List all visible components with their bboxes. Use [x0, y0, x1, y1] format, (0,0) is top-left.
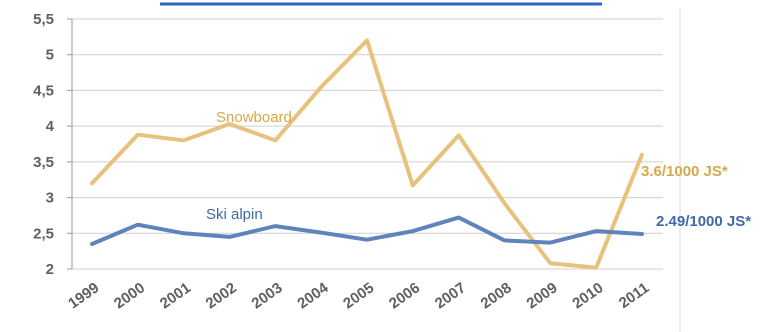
x-axis: 1999 2000 2001 2002 2003 2004 2005 2006 2007 2008… — [65, 279, 652, 312]
x-tick-label: 2009 — [524, 279, 561, 312]
x-tick-label: 2010 — [569, 279, 606, 312]
series-label-ski-alpin: Ski alpin — [206, 206, 263, 223]
x-tick-label: 2007 — [432, 279, 469, 312]
series-lines — [90, 38, 644, 270]
gridlines — [72, 18, 663, 270]
y-tick-label: 3 — [46, 190, 54, 207]
x-tick-label: 2004 — [294, 279, 332, 312]
x-tick-label: 2006 — [386, 279, 423, 312]
series-labels: Snowboard Ski alpin 3.6/1000 JS* 2.49/10… — [206, 109, 751, 230]
x-tick-label: 1999 — [65, 279, 102, 312]
y-tick-label: 2,5 — [33, 225, 54, 242]
y-tick-label: 4,5 — [33, 82, 54, 99]
y-tick-label: 5,5 — [33, 11, 54, 28]
x-tick-label: 2011 — [616, 279, 652, 312]
x-tick-label: 2001 — [157, 279, 194, 312]
y-tick-label: 4 — [46, 118, 55, 135]
x-tick-label: 2000 — [111, 279, 148, 312]
x-tick-label: 2008 — [478, 279, 515, 312]
y-axis: 2 2,5 3 3,5 4 4,5 5 5,5 — [33, 11, 73, 278]
y-tick-label: 5 — [46, 47, 54, 64]
series-line-ski-alpin — [90, 215, 644, 246]
x-tick-label: 2003 — [249, 279, 286, 312]
end-label-ski-alpin: 2.49/1000 JS* — [656, 213, 751, 230]
series-line-snowboard — [90, 38, 644, 270]
y-tick-label: 2 — [46, 261, 54, 278]
x-tick-label: 2005 — [340, 279, 377, 312]
x-tick-label: 2002 — [203, 279, 240, 312]
end-label-snowboard: 3.6/1000 JS* — [641, 163, 728, 180]
y-tick-label: 3,5 — [33, 154, 54, 171]
series-label-snowboard: Snowboard — [216, 109, 292, 126]
